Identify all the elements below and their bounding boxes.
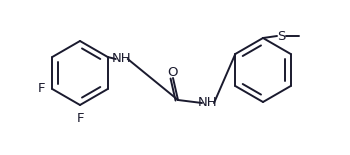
Text: NH: NH	[198, 97, 218, 109]
Text: NH: NH	[112, 53, 132, 66]
Text: F: F	[38, 82, 45, 95]
Text: O: O	[167, 66, 177, 78]
Text: S: S	[277, 29, 285, 42]
Text: F: F	[76, 112, 84, 125]
